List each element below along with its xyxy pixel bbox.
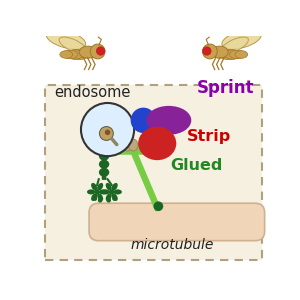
Text: Sprint: Sprint xyxy=(196,79,254,97)
Ellipse shape xyxy=(91,183,97,190)
Circle shape xyxy=(92,196,97,201)
Circle shape xyxy=(81,103,134,156)
Ellipse shape xyxy=(79,46,97,58)
Ellipse shape xyxy=(138,127,176,160)
Ellipse shape xyxy=(99,152,109,161)
FancyBboxPatch shape xyxy=(89,203,265,241)
FancyBboxPatch shape xyxy=(102,150,106,180)
Ellipse shape xyxy=(230,50,244,59)
FancyBboxPatch shape xyxy=(98,144,165,155)
Text: endosome: endosome xyxy=(54,85,131,100)
Circle shape xyxy=(106,198,111,202)
Ellipse shape xyxy=(112,193,118,201)
Circle shape xyxy=(202,44,217,59)
Ellipse shape xyxy=(92,139,102,151)
Ellipse shape xyxy=(112,183,118,190)
Ellipse shape xyxy=(106,193,112,201)
Circle shape xyxy=(96,46,105,56)
Circle shape xyxy=(98,198,103,202)
Circle shape xyxy=(105,130,110,135)
Ellipse shape xyxy=(60,51,73,58)
Ellipse shape xyxy=(97,183,103,190)
Ellipse shape xyxy=(87,189,95,194)
Ellipse shape xyxy=(146,106,191,135)
Ellipse shape xyxy=(63,50,78,59)
Ellipse shape xyxy=(91,193,97,201)
Circle shape xyxy=(100,127,113,140)
Ellipse shape xyxy=(222,30,261,49)
Ellipse shape xyxy=(101,189,110,194)
Circle shape xyxy=(131,108,156,133)
Ellipse shape xyxy=(69,49,88,60)
Ellipse shape xyxy=(129,139,138,151)
Text: microtubule: microtubule xyxy=(131,238,214,252)
Ellipse shape xyxy=(221,37,248,53)
Circle shape xyxy=(202,46,212,56)
Polygon shape xyxy=(130,149,161,212)
Ellipse shape xyxy=(98,139,108,151)
Circle shape xyxy=(112,196,117,201)
Ellipse shape xyxy=(104,139,114,151)
Circle shape xyxy=(109,189,114,194)
Ellipse shape xyxy=(99,189,107,194)
FancyBboxPatch shape xyxy=(45,85,262,260)
Ellipse shape xyxy=(117,139,126,151)
Ellipse shape xyxy=(211,46,228,58)
Ellipse shape xyxy=(235,51,248,58)
Ellipse shape xyxy=(224,50,242,59)
Circle shape xyxy=(94,189,100,194)
Ellipse shape xyxy=(114,189,122,194)
Ellipse shape xyxy=(219,49,239,60)
Ellipse shape xyxy=(106,183,112,190)
Ellipse shape xyxy=(99,160,109,169)
Text: Glued: Glued xyxy=(170,158,222,173)
Ellipse shape xyxy=(97,193,103,201)
Ellipse shape xyxy=(66,50,83,59)
Ellipse shape xyxy=(46,30,86,49)
Ellipse shape xyxy=(59,37,87,53)
Text: Strip: Strip xyxy=(187,129,232,144)
Ellipse shape xyxy=(123,139,132,151)
Ellipse shape xyxy=(111,139,120,151)
Ellipse shape xyxy=(99,168,109,177)
Circle shape xyxy=(90,44,105,59)
Ellipse shape xyxy=(154,201,163,211)
